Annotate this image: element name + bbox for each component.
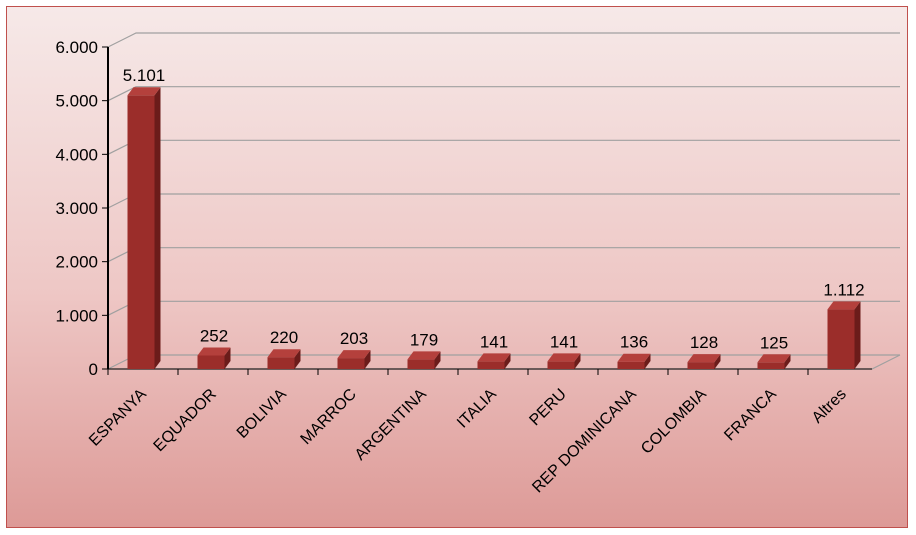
bar-top	[687, 354, 721, 363]
bar[interactable]	[477, 361, 505, 369]
bar-side	[784, 354, 791, 369]
data-label: 141	[480, 332, 508, 351]
bar-side	[714, 354, 721, 369]
x-tick-label: ESPANYA	[86, 386, 150, 450]
data-label: 1.112	[823, 280, 864, 299]
data-label: 141	[550, 332, 578, 351]
bar-side	[364, 350, 371, 369]
bar[interactable]	[687, 362, 715, 369]
y-tick-label: 1.000	[55, 306, 98, 325]
gridline	[107, 32, 900, 48]
bar-top	[757, 354, 791, 363]
bar-chart: 0 1.000 2.000 3.000 4.000 5.000 6.000 5.101 ESPA…	[55, 32, 901, 496]
y-tick-label: 2.000	[55, 253, 98, 272]
x-tick-label: BOLIVIA	[234, 386, 290, 442]
x-tick-label: Altres	[809, 386, 850, 427]
y-tick-label: 6.000	[55, 38, 98, 57]
bar[interactable]	[267, 357, 295, 369]
bar[interactable]	[757, 362, 785, 369]
gridline	[107, 193, 900, 209]
bar-top	[827, 301, 861, 310]
bar-top	[267, 349, 301, 358]
gridline	[107, 86, 900, 102]
bar[interactable]	[127, 95, 155, 369]
gridline	[107, 300, 900, 316]
gridline	[107, 139, 900, 155]
data-label: 179	[410, 330, 438, 349]
data-label: 220	[270, 328, 298, 347]
y-tick-label: 3.000	[55, 199, 98, 218]
bar-side	[224, 347, 231, 369]
bar-side	[294, 349, 301, 369]
bar-side	[574, 353, 581, 369]
y-tick-label: 0	[89, 360, 98, 379]
bar-side	[434, 351, 441, 369]
bar-top	[127, 87, 161, 96]
bar[interactable]	[197, 355, 225, 369]
bar-top	[477, 353, 511, 362]
bar-top	[337, 350, 371, 359]
bar[interactable]	[617, 361, 645, 369]
bar-top	[547, 353, 581, 362]
data-label: 125	[760, 333, 788, 352]
bar-side	[644, 353, 651, 369]
bar[interactable]	[827, 309, 855, 369]
x-tick-label: EQUADOR	[151, 386, 220, 455]
bar-side	[504, 353, 511, 369]
bar[interactable]	[337, 358, 365, 369]
data-label: 5.101	[123, 66, 166, 85]
data-label: 128	[690, 333, 718, 352]
x-tick-label: ITALIA	[454, 386, 500, 432]
x-tick-label: FRANCA	[721, 386, 780, 445]
bar-side	[854, 301, 861, 369]
bar-top	[407, 351, 441, 360]
chart-frame: 0 1.000 2.000 3.000 4.000 5.000 6.000 5.101 ESPA…	[6, 6, 908, 528]
x-tick-label: ARGENTINA	[352, 386, 430, 464]
x-tick-label: PERU	[526, 386, 569, 429]
bar[interactable]	[547, 361, 575, 369]
gridline	[107, 247, 900, 263]
bar[interactable]	[407, 359, 435, 369]
data-label: 203	[340, 329, 368, 348]
x-tick-label: MARROC	[298, 386, 360, 448]
y-tick-label: 5.000	[55, 92, 98, 111]
y-tick-label: 4.000	[55, 145, 98, 164]
bar-side	[154, 87, 161, 369]
data-label: 252	[200, 326, 228, 345]
data-label: 136	[620, 333, 648, 352]
x-tick-label: COLOMBIA	[638, 386, 710, 458]
bar-top	[617, 353, 651, 362]
bar-top	[197, 347, 231, 356]
